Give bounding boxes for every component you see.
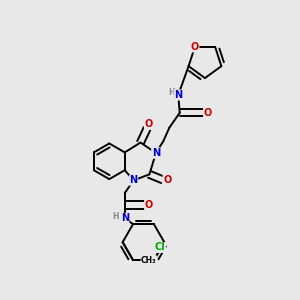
Text: H: H bbox=[168, 88, 175, 97]
Text: N: N bbox=[152, 148, 160, 158]
Text: H: H bbox=[112, 212, 119, 221]
Text: O: O bbox=[203, 108, 212, 118]
Text: Cl: Cl bbox=[155, 242, 166, 253]
Text: N: N bbox=[152, 148, 160, 158]
Text: N: N bbox=[121, 213, 129, 224]
Text: O: O bbox=[144, 119, 153, 129]
Text: O: O bbox=[163, 175, 171, 185]
Text: N: N bbox=[174, 90, 182, 100]
Text: O: O bbox=[191, 42, 199, 52]
Text: CH₃: CH₃ bbox=[141, 256, 157, 265]
Text: N: N bbox=[130, 175, 138, 185]
Text: O: O bbox=[145, 200, 153, 210]
